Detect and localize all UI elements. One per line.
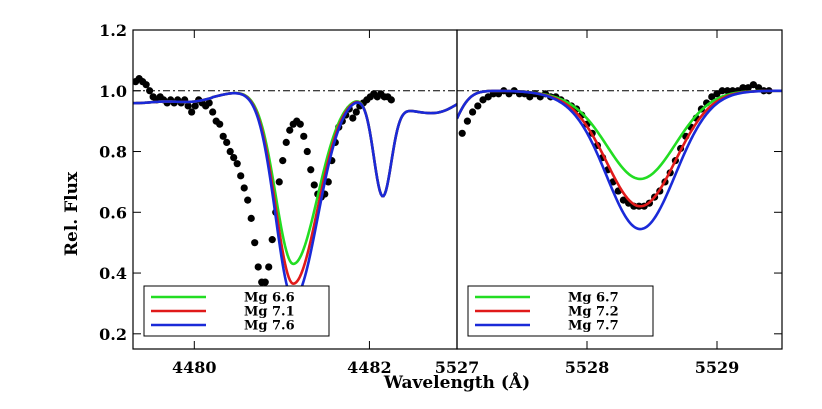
observed-point [352,108,360,116]
observed-point [282,138,290,147]
observed-point [205,99,213,107]
model-curve-mg-7.2 [457,89,782,208]
observed-point [310,181,318,189]
x-tick-label: 4482 [347,358,392,377]
observed-point [300,132,308,140]
observed-points [458,81,773,210]
x-tick-label: 5528 [565,358,610,377]
observed-point [474,102,482,110]
observed-point [484,93,492,101]
observed-point [146,87,154,95]
observed-point [708,93,716,101]
observed-point [209,108,217,116]
observed-point [296,120,304,128]
y-tick-label: 0.2 [99,325,127,344]
observed-point [240,184,248,192]
observed-point [526,93,534,101]
y-tick-label: 1.2 [99,21,127,40]
observed-point [244,196,252,204]
y-tick-label: 0.6 [99,203,127,222]
model-curve-mg-6.7 [457,89,782,181]
y-axis-title: Rel. Flux [62,171,82,256]
observed-point [251,239,259,247]
observed-point [739,84,747,92]
x-tick-label: 5527 [435,358,480,377]
legend-box [467,285,654,337]
legend-label: Mg 6.6 [244,291,295,306]
observed-point [713,90,721,98]
observed-point [458,129,466,137]
observed-point [619,196,628,204]
observed-point [268,236,276,244]
y-tick-label: 0.8 [99,143,127,162]
model-curves [457,89,782,231]
observed-point [191,102,199,110]
legend: Mg 6.7Mg 7.2Mg 7.7 [467,285,654,337]
observed-point [479,96,487,104]
observed-point [254,263,262,271]
observed-point [233,160,241,168]
x-tick-label: 4480 [172,358,217,377]
observed-point [142,81,150,89]
observed-point [387,96,395,104]
observed-point [230,154,238,162]
observed-point [303,147,311,156]
observed-point [749,81,758,89]
observed-point [275,178,283,186]
observed-point [469,108,477,116]
panel-frame [456,29,783,350]
observed-point [261,278,269,286]
legend-label: Mg 7.1 [244,305,295,320]
observed-point [265,263,273,271]
legend: Mg 6.6Mg 7.1Mg 7.6 [143,285,330,337]
panel-mg-4481: 4480 4482 Mg 6.6Mg 7.1Mg 7.6 [132,29,458,377]
x-axis-title: Wavelength (Å) [383,371,530,393]
observed-point [286,126,294,134]
observed-points [133,75,395,286]
observed-point [718,87,726,95]
observed-point [279,157,287,165]
y-tick-label: 1.0 [99,82,127,101]
observed-point [307,166,315,174]
observed-point [219,132,227,140]
x-tick-label: 5529 [695,358,740,377]
observed-point [216,120,224,128]
legend-label: Mg 7.7 [568,319,619,334]
legend-label: Mg 7.2 [568,305,619,320]
y-axis-ticks: 0.2 0.4 0.6 0.8 1.0 1.2 [99,21,782,344]
observed-point [223,138,231,147]
legend-label: Mg 6.7 [568,291,619,306]
observed-point [744,84,752,92]
observed-point [188,108,196,116]
panel-mg-5528: 5527 5528 5529 Mg 6.7Mg 7.2Mg 7.7 [435,29,783,377]
observed-point [184,102,192,110]
y-tick-label: 0.4 [99,264,127,283]
model-curve-mg-7.7 [457,89,782,231]
observed-point [247,214,255,222]
legend-label: Mg 7.6 [244,319,295,334]
observed-point [237,172,245,180]
observed-point [463,117,471,125]
observed-point [755,84,763,92]
observed-point [226,147,234,156]
observed-point [349,114,357,122]
observed-point [723,87,732,95]
